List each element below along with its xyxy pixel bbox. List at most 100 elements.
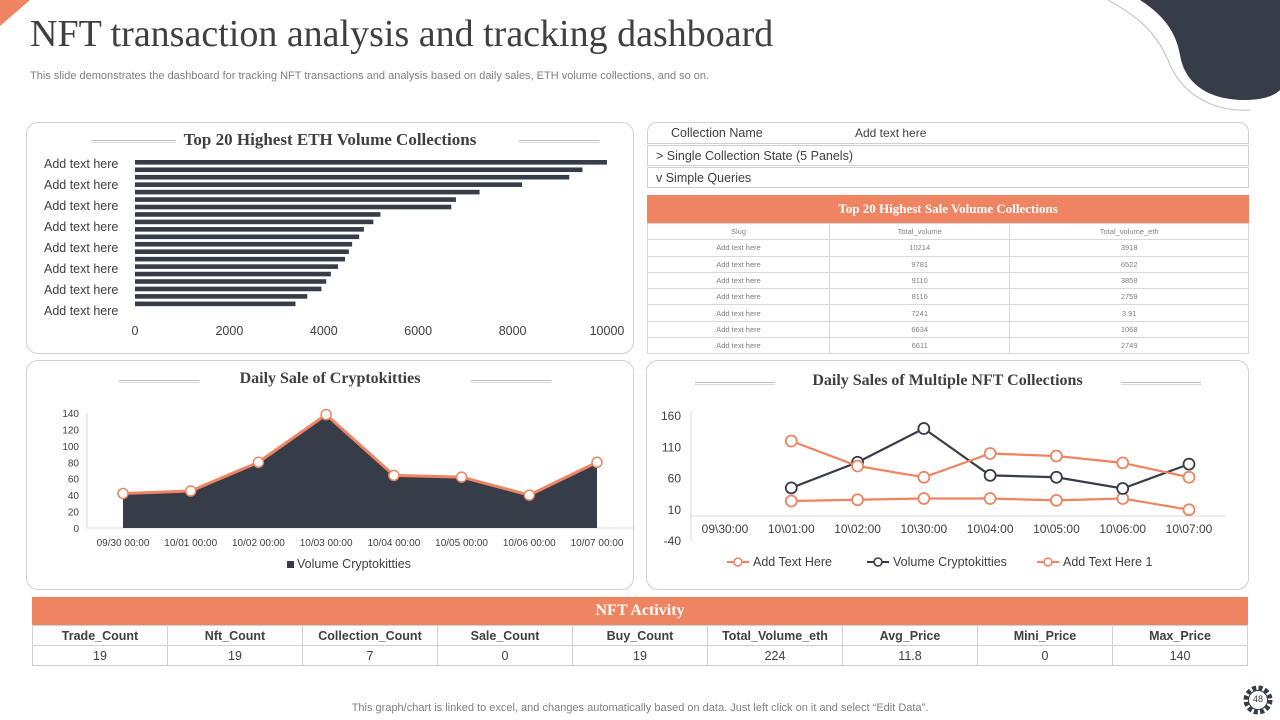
multi-nft-chart-title: Daily Sales of Multiple NFT Collections [647, 372, 1248, 390]
table-cell: 9110 [829, 271, 1011, 290]
table-header-cell: Mini_Price [977, 625, 1113, 646]
data-point [784, 494, 798, 508]
data-point [1182, 470, 1196, 484]
page-title: NFT transaction analysis and tracking da… [30, 13, 774, 55]
data-point [983, 492, 997, 505]
table-cell: Add text here [646, 255, 831, 273]
data-point [1116, 482, 1130, 495]
y-tick-label: Add text here [44, 178, 118, 192]
single-collection-state-row[interactable]: > Single Collection State (5 Panels) [647, 145, 1249, 166]
legend-swatch [287, 561, 294, 568]
eth-volume-panel: Top 20 Highest ETH Volume Collections Ad… [26, 122, 634, 354]
y-tick-label: 60 [68, 475, 80, 486]
table-header-row: Slug Total_volume Total_volume_eth [646, 222, 1249, 241]
bar [135, 264, 338, 269]
collection-name-row[interactable]: Collection Name Add text here [647, 122, 1249, 144]
page-number: 48 [1252, 694, 1263, 704]
x-tick-label: 10/06 00:00 [503, 538, 556, 549]
table-header-cell: Total_volume_eth [1009, 222, 1249, 241]
table-cell: 3858 [1009, 271, 1249, 290]
data-point [117, 487, 129, 500]
table-header-cell: Trade_Count [32, 625, 168, 646]
bar [135, 294, 308, 299]
y-tick-label: 0 [73, 524, 79, 535]
simple-queries-row[interactable]: v Simple Queries [647, 167, 1249, 188]
table-header-cell: Buy_Count [572, 625, 708, 646]
x-tick-label: 10/07 00:00 [571, 538, 624, 549]
table-row: 19 19 7 0 19 224 11.8 0 140 [32, 645, 1248, 666]
data-point [388, 469, 400, 482]
table-cell: 9781 [829, 255, 1011, 273]
table-cell: 3.91 [1009, 304, 1249, 322]
title-divider [91, 140, 189, 143]
bar [135, 212, 381, 217]
x-tick-label: 4000 [310, 324, 338, 338]
y-tick-label: Add text here [44, 304, 118, 318]
x-tick-label: 10/03 00:00 [300, 538, 353, 549]
table-header-cell: Nft_Count [167, 625, 303, 646]
data-point [184, 485, 197, 497]
data-point [917, 492, 931, 505]
y-tick-label: 160 [661, 409, 681, 423]
y-tick-label: Add text here [44, 283, 118, 297]
table-cell: 19 [32, 645, 168, 666]
data-point [851, 493, 864, 507]
x-tick-label: 10\01:00 [768, 522, 815, 536]
x-tick-label: 10\04:00 [967, 522, 1014, 536]
x-tick-label: 2000 [215, 324, 243, 338]
bar [135, 160, 607, 165]
table-cell: 11.8 [842, 645, 978, 666]
legend-label: Volume Cryptokitties [893, 555, 1007, 569]
title-divider [519, 140, 599, 143]
cryptokitties-panel: Daily Sale of Cryptokitties 0 20 40 60 80 100… [26, 360, 634, 590]
table-cell: 8116 [829, 288, 1011, 306]
bar [135, 167, 583, 173]
y-tick-label: Add text here [44, 262, 118, 276]
legend-marker [1043, 557, 1053, 567]
x-tick-label: 10/02 00:00 [232, 538, 285, 549]
x-tick-label: 10\06:00 [1099, 522, 1146, 536]
x-tick-label: 10\05:00 [1033, 522, 1080, 536]
table-cell: 0 [977, 645, 1113, 666]
y-tick-label: Add text here [44, 199, 118, 213]
x-tick-label: 10/04 00:00 [367, 538, 420, 549]
area-line [122, 412, 598, 497]
x-tick-label: 10\30:00 [900, 522, 947, 536]
collection-name-value[interactable]: Add text here [855, 126, 927, 140]
data-point [1050, 493, 1063, 507]
gear-page-number-icon [1243, 685, 1273, 715]
x-tick-label: 8000 [499, 324, 527, 338]
collection-name-label: Collection Name [671, 126, 763, 140]
title-divider [695, 382, 775, 385]
data-point [784, 481, 798, 495]
area-fill [123, 414, 597, 528]
legend-marker [733, 557, 743, 567]
x-tick-label: 09/30 00:00 [97, 538, 150, 549]
simple-queries-label: v Simple Queries [656, 171, 752, 185]
legend-marker [873, 557, 883, 567]
data-point [320, 408, 332, 421]
table-row: Add text here 9781 6522 [646, 255, 1249, 273]
table-header-cell: Total_Volume_eth [707, 625, 843, 646]
table-cell: 6611 [829, 337, 1011, 355]
y-tick-label: Add text here [44, 241, 118, 255]
title-divider [471, 380, 551, 383]
sale-table-title: Top 20 Highest Sale Volume Collections [647, 195, 1249, 223]
table-row: Add text here 10214 3918 [646, 239, 1249, 257]
y-tick-label: 120 [62, 425, 79, 436]
table-header-cell: Avg_Price [842, 625, 978, 646]
table-cell: 224 [707, 645, 843, 666]
y-tick-label: 140 [62, 409, 79, 420]
title-divider [1121, 382, 1201, 385]
footer-note: This graph/chart is linked to excel, and… [351, 702, 929, 714]
data-point [983, 468, 997, 482]
y-tick-label: 40 [68, 491, 80, 502]
table-cell: 1068 [1009, 320, 1249, 339]
table-cell: 7241 [829, 304, 1011, 322]
x-tick-label: 0 [132, 324, 139, 338]
table-cell: Add text here [646, 337, 831, 355]
table-header-cell: Total_volume [829, 222, 1011, 241]
sale-volume-table: Slug Total_volume Total_volume_eth Add t… [646, 222, 1249, 355]
cryptokitties-chart-title: Daily Sale of Cryptokitties [27, 370, 633, 388]
bar [135, 197, 456, 202]
